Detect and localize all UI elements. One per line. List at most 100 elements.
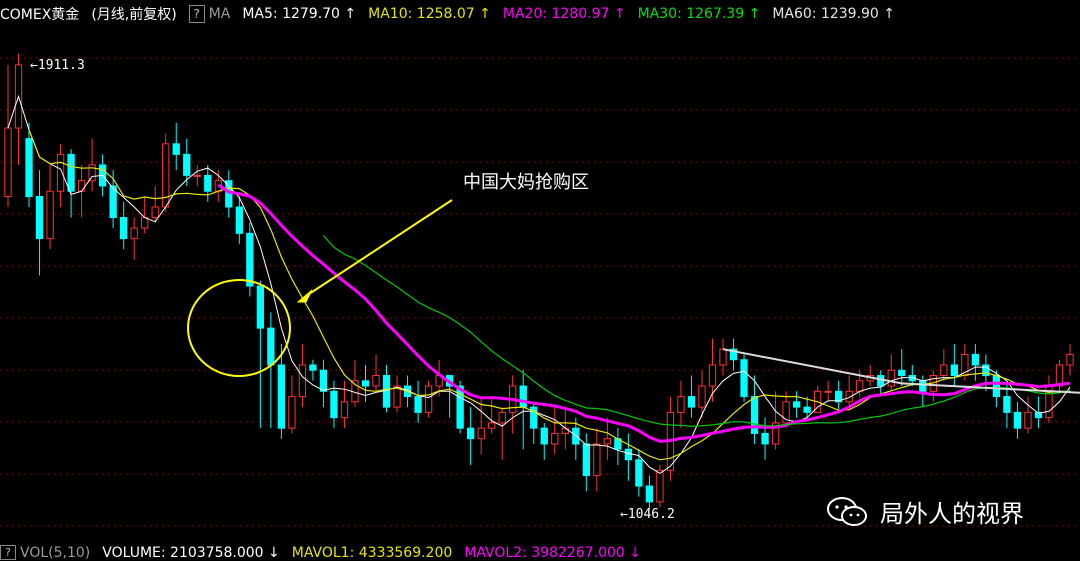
ma-legend-arrow: ↑ <box>474 6 491 22</box>
candle-up <box>424 385 433 413</box>
watermark: 局外人的视界 <box>826 494 1024 529</box>
candle-down <box>792 401 801 408</box>
ma10-line <box>28 129 1070 461</box>
ma-legend: MA5: 1279.70 ↑ MA10: 1258.07 ↑ MA20: 1280.… <box>242 6 907 22</box>
ma-legend-item: MA5: 1279.70 ↑ <box>242 6 356 22</box>
ma20-line <box>217 183 1071 443</box>
candle-down <box>330 390 338 419</box>
candle-up <box>488 422 496 429</box>
candle-up <box>856 380 864 392</box>
high-price-label: ←1911.3 <box>30 58 85 73</box>
ma30-line <box>322 235 1071 428</box>
candle-up <box>551 432 559 445</box>
candle-down <box>319 369 328 392</box>
candle-up <box>141 217 149 229</box>
ma-legend-text: MA20: 1280.97 <box>502 6 610 22</box>
annotation-label: 中国大妈抢购区 <box>463 172 589 193</box>
ma-legend-arrow: ↑ <box>609 6 626 22</box>
candle-down <box>172 143 180 155</box>
candle-up <box>4 127 12 197</box>
candle-down <box>1034 411 1043 419</box>
vol-label: VOL(5,10) <box>20 544 91 561</box>
ma-legend-arrow: ↑ <box>744 6 761 22</box>
ma-label: MA <box>208 6 231 22</box>
candle-down <box>645 485 654 503</box>
candle-down <box>267 327 275 366</box>
candle-up <box>193 174 201 177</box>
candle-down <box>109 185 117 219</box>
help-button[interactable]: ? <box>188 5 205 23</box>
candle-down <box>540 427 548 445</box>
watermark-text: 局外人的视界 <box>880 500 1024 528</box>
candle-down <box>582 443 590 477</box>
volume-arrow: ↓ <box>268 544 280 561</box>
mavol1-value: MAVOL1: 4333569.200 <box>291 544 453 561</box>
volume-value: VOLUME: 2103758.000 ↓ <box>102 545 280 561</box>
period-label: (月线,前复权) <box>91 7 177 23</box>
candle-up <box>782 401 790 424</box>
candle-down <box>361 380 370 387</box>
candle-down <box>183 153 191 176</box>
candle-down <box>530 406 538 429</box>
ma-legend-text: MA30: 1267.39 <box>637 6 745 22</box>
candle-down <box>835 390 843 403</box>
candle-up <box>656 469 664 503</box>
candle-up <box>771 422 780 445</box>
candle-up <box>56 153 65 192</box>
ma-legend-item: MA20: 1280.97 ↑ <box>503 6 626 22</box>
candle-up <box>498 411 506 424</box>
candle-up <box>1024 411 1032 429</box>
candle-up <box>298 364 307 398</box>
candle-up <box>708 364 717 387</box>
candle-down <box>740 359 748 398</box>
candle-up <box>88 164 96 182</box>
candle-up <box>1055 364 1064 387</box>
volume-footer: ? VOL(5,10) VOLUME: 2103758.000 ↓ MAVOL1… <box>0 544 1080 561</box>
candle-down <box>25 138 33 197</box>
candle-up <box>698 385 706 408</box>
candle-up <box>719 348 727 366</box>
candle-up <box>393 385 401 408</box>
volume-help-button[interactable]: ? <box>0 545 16 560</box>
candle-down <box>382 375 391 408</box>
candle-up <box>824 390 832 393</box>
candle-down <box>204 174 212 192</box>
candle-down <box>982 364 990 377</box>
candle-up <box>372 375 380 387</box>
candlestick-chart: ←1911.3 ←1046.2 <box>0 53 1080 527</box>
low-price-label: ←1046.2 <box>620 507 675 522</box>
candle-down <box>309 364 317 371</box>
candle-down <box>803 406 811 413</box>
candle-up <box>887 369 895 387</box>
candle-down <box>898 369 906 377</box>
candle-down <box>950 364 958 377</box>
candle-up <box>130 227 138 240</box>
candle-down <box>1013 411 1022 429</box>
ma-legend-text: MA60: 1239.90 <box>772 6 879 22</box>
resistance-trendline <box>722 348 1080 394</box>
candle-up <box>1066 353 1074 366</box>
candle-down <box>635 459 643 487</box>
candle-up <box>340 401 349 419</box>
chart-header: COMEX黄金 (月线,前复权) ? MA MA5: 1279.70 ↑ MA10… <box>0 0 1080 28</box>
mavol2-text: MAVOL2: 3982267.000 <box>464 544 625 561</box>
candle-down <box>414 396 422 413</box>
candle-down <box>624 448 633 461</box>
candle-up <box>845 390 853 403</box>
ma-legend-item: MA10: 1258.07 ↑ <box>368 6 491 22</box>
volume-text: VOLUME: 2103758.000 <box>102 544 264 561</box>
candle-up <box>603 438 612 445</box>
candle-up <box>940 364 948 377</box>
candle-down <box>761 432 769 445</box>
highlight-circle <box>187 279 291 377</box>
annotation-arrowhead <box>296 289 313 303</box>
candle-down <box>67 153 75 192</box>
candle-down <box>729 348 738 361</box>
annotation-arrow <box>305 199 453 297</box>
wechat-icon <box>827 496 867 526</box>
candle-down <box>456 385 464 429</box>
candle-up <box>77 180 86 192</box>
candle-up <box>151 206 159 219</box>
candle-down <box>256 285 265 329</box>
ma-legend-text: MA10: 1258.07 <box>368 6 475 22</box>
